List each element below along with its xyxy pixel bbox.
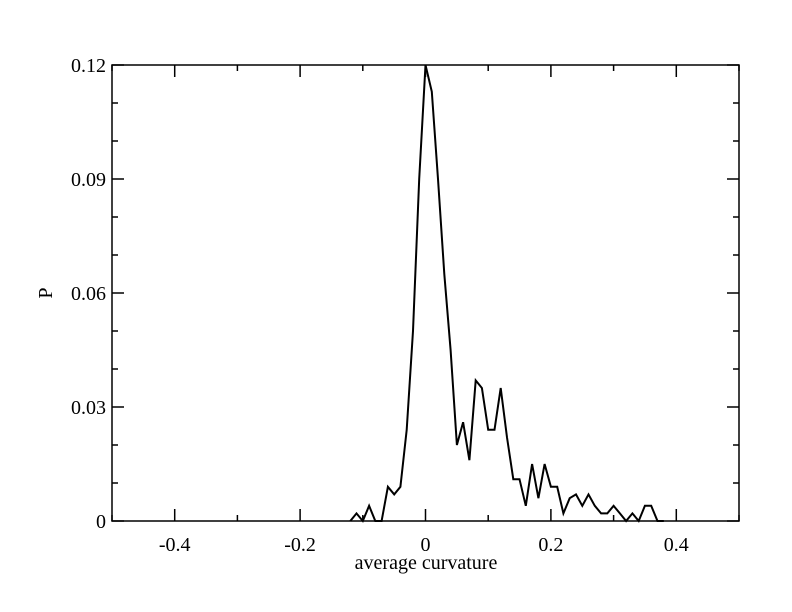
series-line (349, 64, 664, 523)
y-axis-label: P (35, 287, 57, 298)
x-tick-label: -0.4 (159, 534, 191, 556)
x-tick-label: 0.4 (664, 534, 689, 556)
axis-ticks (111, 64, 740, 522)
y-tick-label: 0 (96, 511, 106, 533)
x-axis-label: average curvature (355, 552, 498, 574)
x-tick-label: 0 (421, 534, 431, 556)
tick-labels: -0.4 -0.2 0 0.2 0.4 0 0.03 0.06 0.09 0.12 (71, 55, 689, 556)
x-tick-label: -0.2 (284, 534, 316, 556)
y-tick-label: 0.06 (71, 283, 106, 305)
x-tick-label: 0.2 (538, 534, 563, 556)
plot-frame (111, 64, 740, 522)
y-tick-label: 0.03 (71, 397, 106, 419)
y-tick-label: 0.09 (71, 169, 106, 191)
y-tick-label: 0.12 (71, 55, 106, 77)
